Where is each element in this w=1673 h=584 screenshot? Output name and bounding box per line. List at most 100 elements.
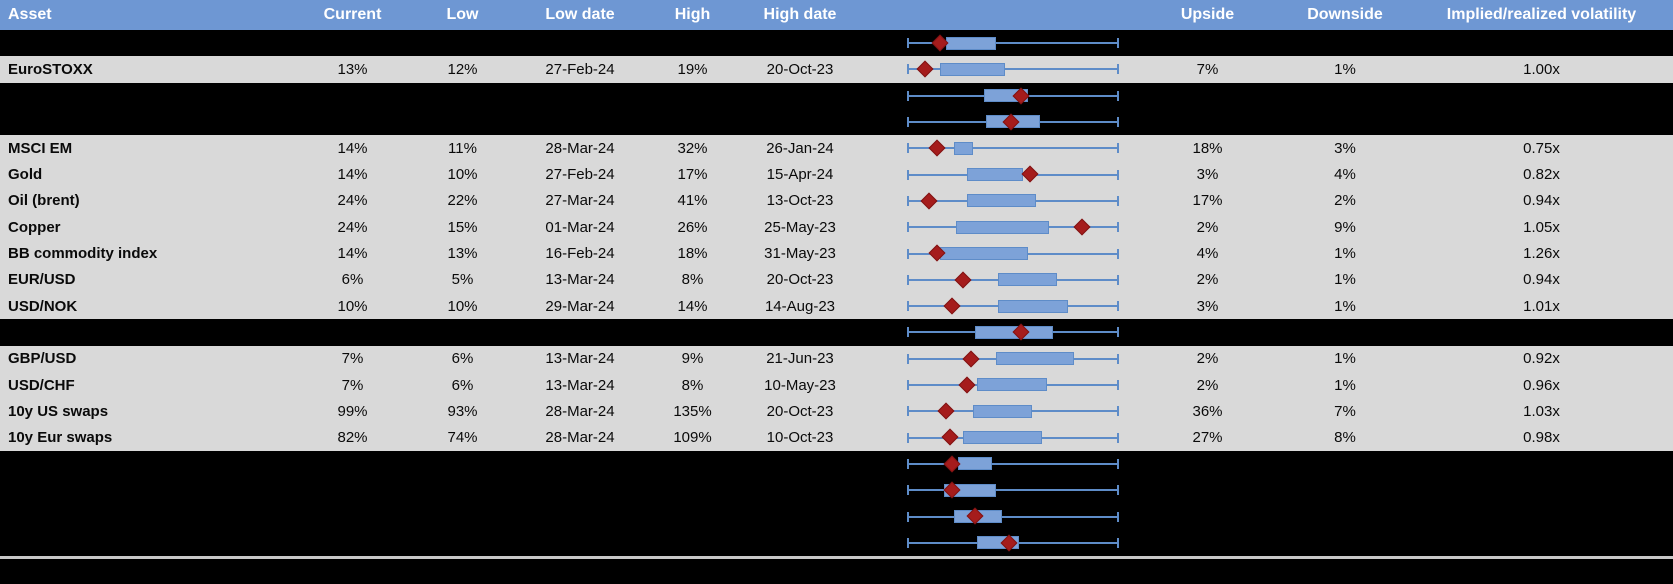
table-body: EuroSTOXX 13% 12% 27-Feb-24 19% 20-Oct-23 7% 1%… (0, 30, 1673, 556)
cell-upside: 18% (1192, 139, 1223, 157)
boxplot (855, 56, 1135, 82)
iqr-box (966, 168, 1024, 182)
column-header-upside: Upside (1180, 6, 1235, 23)
cell-current: 6% (341, 271, 364, 289)
whisker-left-cap (907, 143, 909, 154)
cell-upside: 2% (1196, 271, 1219, 289)
whisker-line (908, 147, 1118, 150)
boxplot (855, 267, 1135, 293)
column-header-current: Current (323, 6, 382, 23)
cell-upside: 7% (1196, 60, 1219, 78)
whisker-left-cap (907, 117, 909, 128)
cell-current: 99% (337, 402, 368, 420)
whisker-right-cap (1117, 90, 1119, 101)
iqr-box (945, 36, 997, 50)
cell-high: 135% (673, 402, 712, 420)
iqr-box (958, 457, 992, 471)
cell-downside: 8% (1334, 429, 1356, 447)
boxplot (855, 240, 1135, 266)
boxplot (855, 30, 1135, 56)
boxplot (855, 161, 1135, 187)
cell-downside: 1% (1334, 271, 1356, 289)
iqr-box (973, 404, 1032, 418)
cell-low_date: 13-Mar-24 (545, 271, 615, 289)
cell-implied_realized: 0.94x (1523, 192, 1560, 210)
whisker-left-cap (907, 301, 909, 312)
iqr-box (998, 299, 1068, 313)
iqr-box (939, 246, 1028, 260)
cell-high_date: 21-Jun-23 (766, 350, 834, 368)
cell-low_date: 27-Mar-24 (545, 192, 615, 210)
whisker-line (908, 489, 1118, 492)
asset-row-gbp-usd: GBP/USD 7% 6% 13-Mar-24 9% 21-Jun-23 2% 1% 0.92x (0, 345, 1673, 372)
boxplot (855, 109, 1135, 135)
whisker-left-cap (907, 485, 909, 496)
iqr-box (954, 141, 974, 155)
cell-low_date: 29-Mar-24 (545, 297, 615, 315)
cell-downside: 2% (1334, 192, 1356, 210)
cell-asset: 10y Eur swaps (8, 429, 113, 447)
boxplot (855, 293, 1135, 319)
asset-row-eurostoxx: EuroSTOXX 13% 12% 27-Feb-24 19% 20-Oct-23 7% 1%… (0, 56, 1673, 83)
cell-implied_realized: 0.94x (1523, 271, 1560, 289)
cell-asset: USD/CHF (8, 376, 75, 394)
whisker-left-cap (907, 327, 909, 338)
cell-downside: 1% (1334, 297, 1356, 315)
whisker-right-cap (1117, 353, 1119, 364)
cell-downside: 9% (1334, 218, 1356, 236)
whisker-line (908, 462, 1118, 465)
whisker-right-cap (1117, 432, 1119, 443)
cell-low: 15% (447, 218, 478, 236)
cell-high_date: 31-May-23 (764, 245, 836, 263)
boxplot (855, 372, 1135, 398)
whisker-right-cap (1117, 248, 1119, 259)
cell-asset: Oil (brent) (8, 192, 80, 210)
cell-current: 10% (337, 297, 368, 315)
whisker-left-cap (907, 274, 909, 285)
cell-upside: 3% (1196, 166, 1219, 184)
cell-high_date: 20-Oct-23 (766, 60, 834, 78)
column-header-downside: Downside (1307, 6, 1383, 23)
cell-low_date: 28-Mar-24 (545, 139, 615, 157)
cell-implied_realized: 1.05x (1523, 218, 1560, 236)
cell-high: 26% (677, 218, 708, 236)
cell-upside: 2% (1196, 218, 1219, 236)
whisker-right-cap (1117, 222, 1119, 233)
iqr-box (962, 431, 1043, 445)
column-header-high: High (674, 6, 711, 23)
cell-upside: 2% (1196, 350, 1219, 368)
cell-low: 22% (447, 192, 478, 210)
whisker-left-cap (907, 406, 909, 417)
cell-high: 109% (673, 429, 712, 447)
boxplot (855, 188, 1135, 214)
cell-high: 19% (677, 60, 708, 78)
current-diamond-marker (958, 376, 976, 394)
cell-low_date: 01-Mar-24 (545, 218, 615, 236)
cell-high: 8% (681, 271, 704, 289)
current-diamond-marker (1073, 218, 1091, 236)
current-diamond-marker (962, 350, 980, 368)
whisker-left-cap (907, 353, 909, 364)
cell-low_date: 27-Feb-24 (545, 166, 615, 184)
cell-high_date: 20-Oct-23 (766, 402, 834, 420)
cell-asset: Copper (8, 218, 61, 236)
cell-low_date: 28-Mar-24 (545, 429, 615, 447)
cell-high: 41% (677, 192, 708, 210)
whisker-right-cap (1117, 485, 1119, 496)
whisker-right-cap (1117, 458, 1119, 469)
asset-row-gold: Gold 14% 10% 27-Feb-24 17% 15-Apr-24 3% 4% 0.82x (0, 161, 1673, 188)
asset-row-10y-us-swaps: 10y US swaps 99% 93% 28-Mar-24 135% 20-Oct-23… (0, 398, 1673, 425)
iqr-box (939, 62, 1005, 76)
cell-high: 17% (677, 166, 708, 184)
cell-high_date: 25-May-23 (764, 218, 836, 236)
cell-high: 9% (681, 350, 704, 368)
boxplot (855, 346, 1135, 372)
cell-upside: 27% (1192, 429, 1223, 447)
hidden-row (0, 503, 1673, 530)
hidden-row (0, 477, 1673, 504)
cell-high_date: 10-Oct-23 (766, 429, 834, 447)
boxplot (855, 319, 1135, 345)
current-diamond-marker (937, 402, 955, 420)
current-diamond-marker (1021, 165, 1039, 183)
cell-current: 7% (341, 350, 364, 368)
